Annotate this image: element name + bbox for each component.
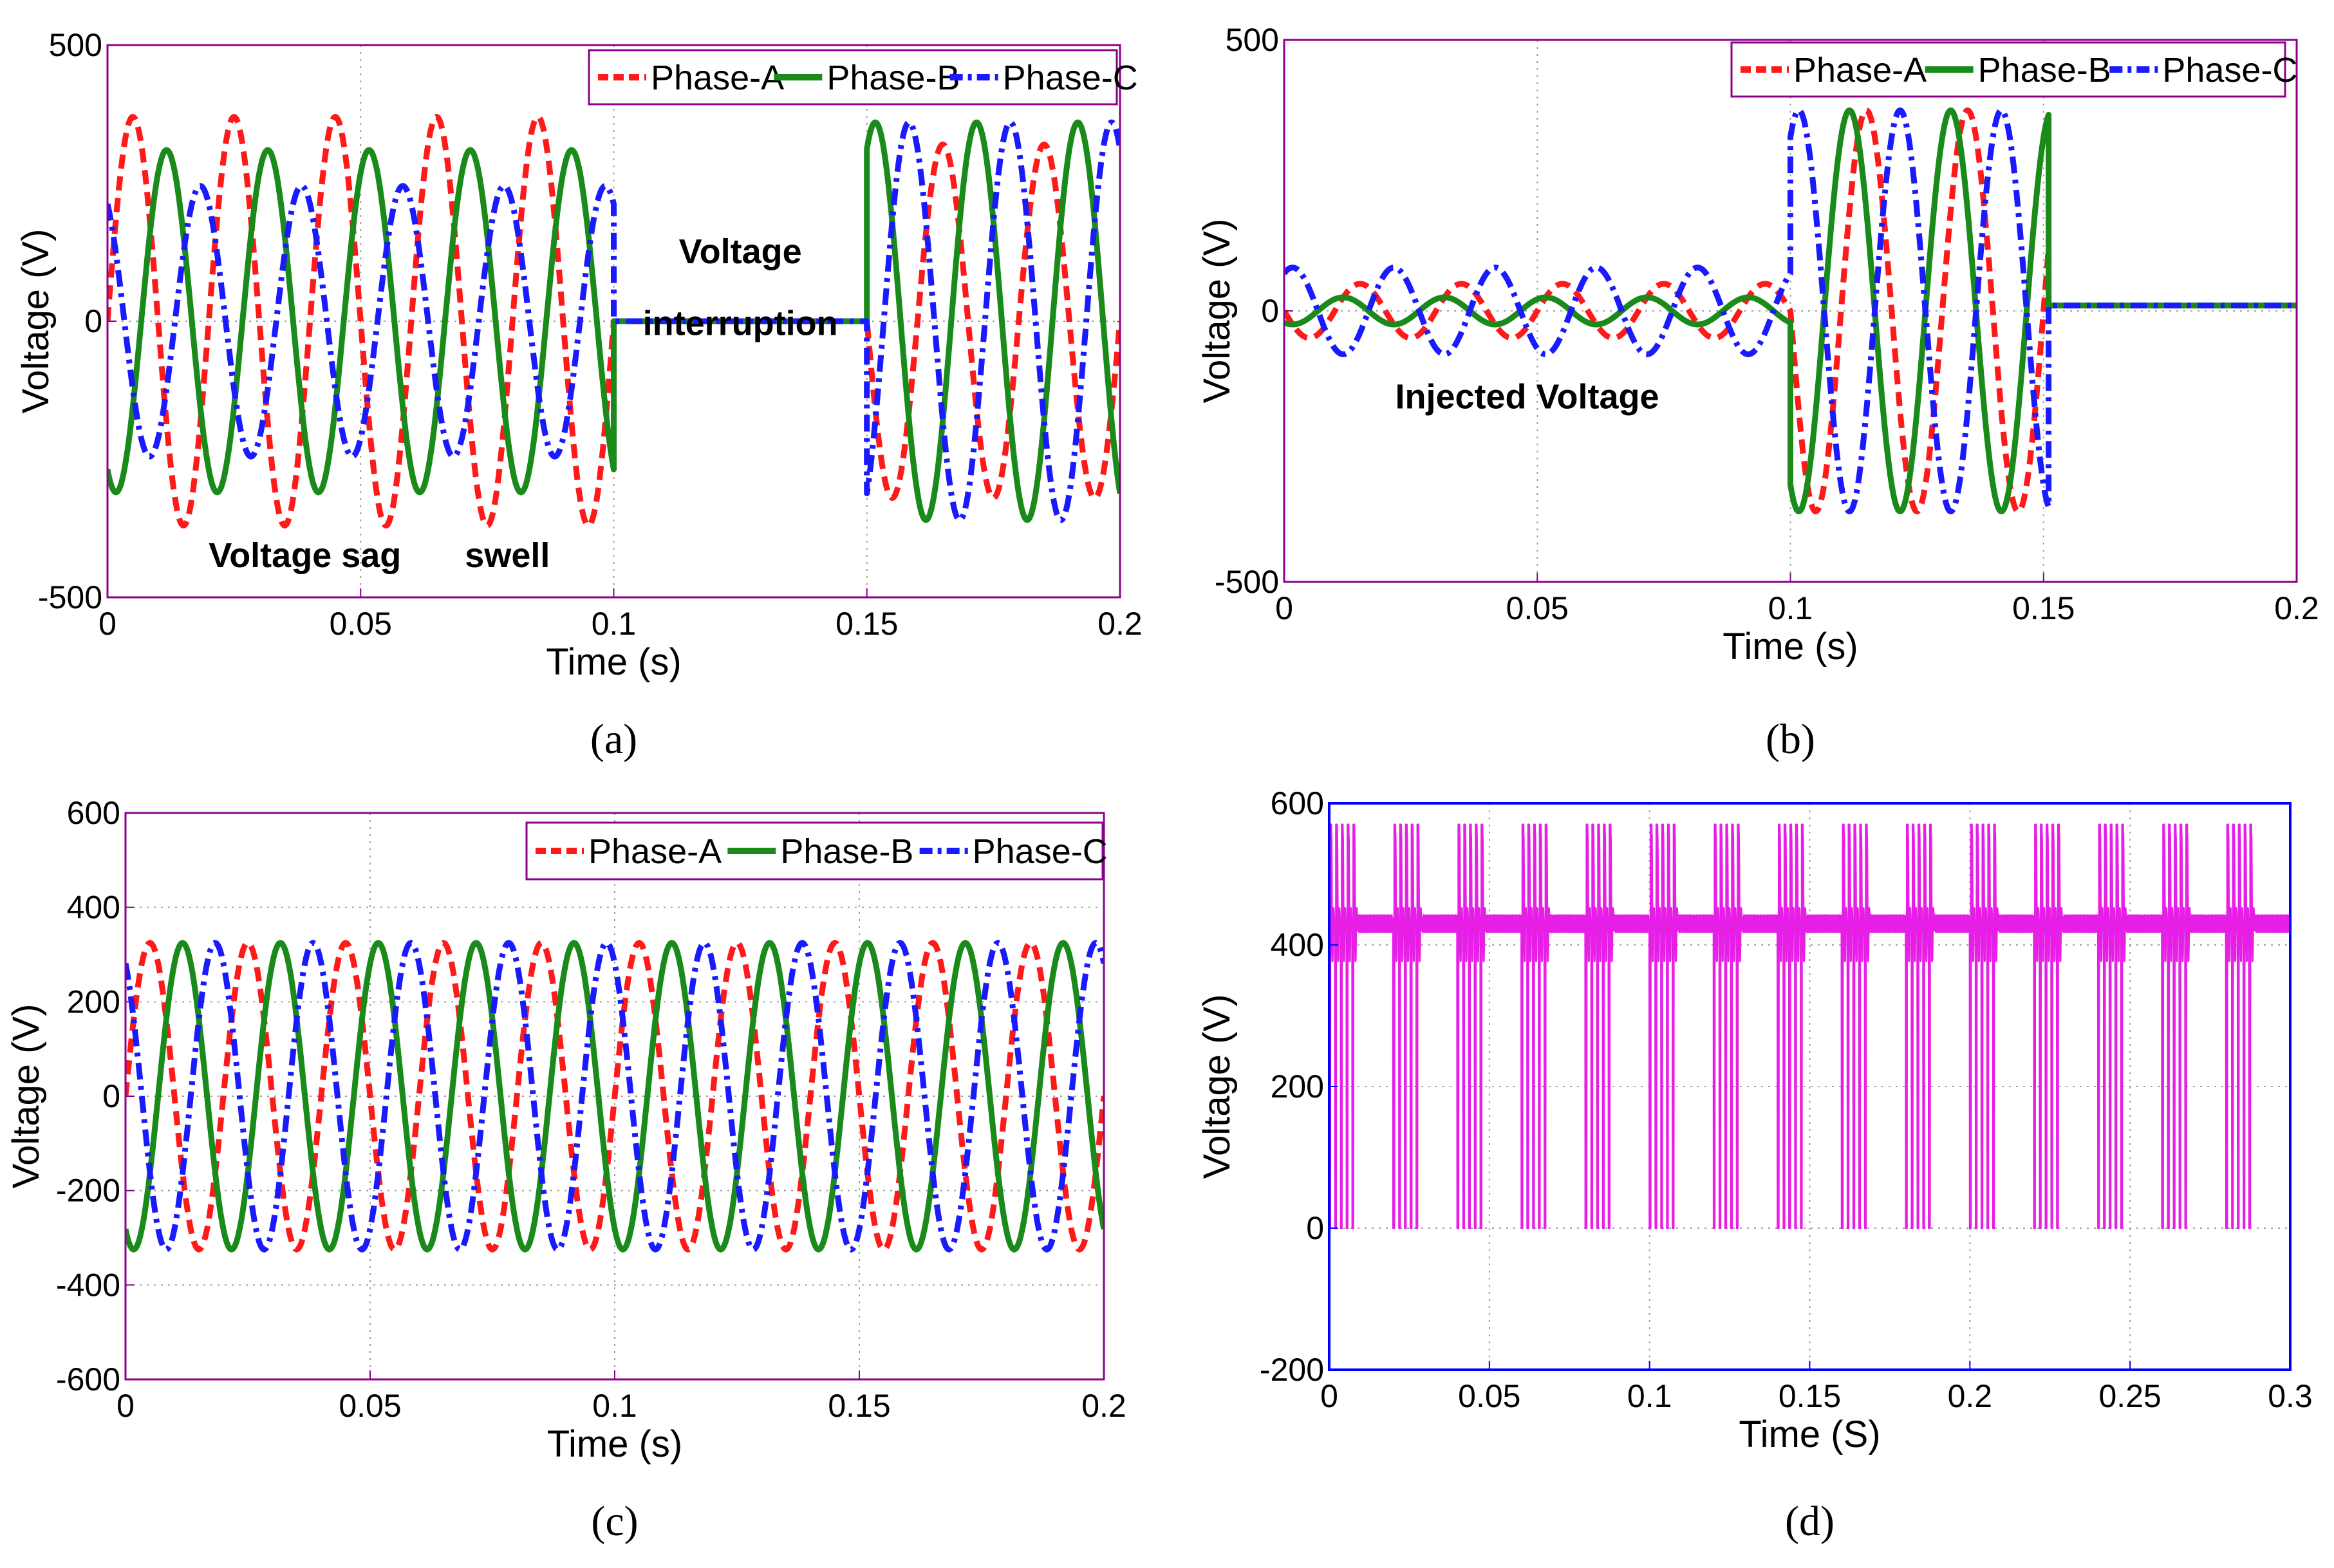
panel-a-y-axis-label: Voltage (V) <box>15 229 57 414</box>
y-tick-label: 200 <box>67 984 120 1020</box>
panel-b-legend: Phase-A Phase-B Phase-C <box>1730 41 2297 98</box>
panel-a-plot-area <box>107 114 1120 528</box>
legend-label-phase-a: Phase-A <box>588 832 722 871</box>
legend-label-phase-c: Phase-C <box>973 832 1108 871</box>
panel-d-grid <box>1329 803 2290 1370</box>
panel-c-x-axis-label: Time (s) <box>547 1423 682 1465</box>
annotation-label: swell <box>465 536 550 575</box>
y-tick-label: 0 <box>102 1078 120 1114</box>
panel-c-caption: (c) <box>591 1498 638 1545</box>
panel-a-caption: (a) <box>590 716 637 763</box>
x-tick-label: 0.2 <box>1948 1378 1993 1414</box>
legend-label-phase-b: Phase-B <box>826 59 960 97</box>
panel-a-x-axis-label: Time (s) <box>546 641 681 683</box>
series-line-phase-c <box>107 119 1120 523</box>
x-tick-label: 0.15 <box>836 606 898 642</box>
y-tick-label: 0 <box>84 303 102 339</box>
panel-c-legend: Phase-A Phase-B Phase-C <box>525 821 1108 881</box>
x-tick-label: 0.2 <box>1097 606 1143 642</box>
legend-label-phase-c: Phase-C <box>1003 59 1138 97</box>
x-tick-label: 0.1 <box>1768 590 1813 626</box>
panel-a-x-ticks: 0 0.05 0.1 0.15 0.2 <box>98 588 1143 642</box>
panel-a-y-ticks: 500 0 -500 <box>38 27 117 615</box>
x-tick-label: 0 <box>117 1388 135 1424</box>
legend-box <box>588 49 1118 106</box>
panel-a-legend: Phase-A Phase-B Phase-C <box>588 49 1138 106</box>
x-tick-label: 0.25 <box>2099 1378 2161 1414</box>
y-tick-label: 0 <box>1261 293 1279 329</box>
panel-b-y-axis-label: Voltage (V) <box>1196 219 1238 404</box>
y-tick-label: 400 <box>67 890 120 926</box>
x-tick-label: 0.1 <box>592 606 637 642</box>
series-line-phase-a <box>126 940 1104 1253</box>
x-tick-label: 0.3 <box>2268 1378 2313 1414</box>
x-tick-label: 0.1 <box>1627 1378 1672 1414</box>
y-tick-label: 200 <box>1271 1069 1324 1105</box>
panel-d-x-axis-label: Time (S) <box>1739 1414 1880 1455</box>
x-tick-label: 0.05 <box>1458 1378 1520 1414</box>
x-tick-label: 0 <box>1320 1378 1338 1414</box>
y-tick-label: 0 <box>1306 1210 1324 1246</box>
y-tick-label: 600 <box>1271 785 1324 821</box>
legend-label-phase-b: Phase-B <box>1978 51 2111 89</box>
panel-c-chart: 600 400 200 0 -200 -400 -600 0 0.05 0.1 0.15 0.2 T… <box>5 795 1126 1545</box>
y-tick-label: -600 <box>56 1361 120 1397</box>
panel-d-caption: (d) <box>1785 1498 1835 1545</box>
legend-box <box>1730 41 2286 98</box>
x-tick-label: 0.15 <box>828 1388 890 1424</box>
panel-d-x-ticks: 0 0.05 0.1 0.15 0.2 0.25 0.3 <box>1320 1361 2313 1414</box>
panel-c-y-ticks: 600 400 200 0 -200 -400 -600 <box>56 795 135 1397</box>
x-tick-label: 0 <box>98 606 117 642</box>
y-tick-label: 400 <box>1271 927 1324 963</box>
x-tick-label: 0.2 <box>2274 590 2319 626</box>
x-tick-label: 0.15 <box>2012 590 2075 626</box>
y-tick-label: -500 <box>1215 564 1279 600</box>
panel-d-plot-area <box>1329 823 2290 1229</box>
y-tick-label: 600 <box>67 795 120 831</box>
legend-label-phase-a: Phase-A <box>651 59 784 97</box>
panel-c-x-ticks: 0 0.05 0.1 0.15 0.2 <box>117 1370 1126 1424</box>
panel-c-plot-area <box>126 940 1104 1253</box>
panel-d-y-axis-label: Voltage (V) <box>1196 994 1238 1179</box>
y-tick-label: -500 <box>38 579 102 615</box>
y-tick-label: -200 <box>1260 1352 1324 1388</box>
panel-b-y-ticks: 500 0 -500 <box>1215 22 1293 600</box>
annotation-label: Voltage <box>679 232 802 271</box>
x-tick-label: 0.1 <box>592 1388 637 1424</box>
y-tick-label: 500 <box>1226 22 1279 58</box>
legend-label-phase-a: Phase-A <box>1793 51 1927 89</box>
series-line-phase-b <box>126 940 1104 1253</box>
panel-a-annotations: Voltage sag swell Voltage interruption <box>209 232 837 575</box>
annotation-label: Injected Voltage <box>1395 378 1659 416</box>
x-tick-label: 0.05 <box>330 606 392 642</box>
panel-b-plot-area <box>1284 107 2297 514</box>
panel-b-x-axis-label: Time (s) <box>1722 626 1858 667</box>
x-tick-label: 0.15 <box>1779 1378 1841 1414</box>
legend-box <box>525 821 1104 881</box>
y-tick-label: -400 <box>56 1267 120 1303</box>
x-tick-label: 0 <box>1275 590 1293 626</box>
x-tick-label: 0.05 <box>339 1388 401 1424</box>
legend-label-phase-c: Phase-C <box>2162 51 2297 89</box>
series-line-output <box>1329 823 2290 1229</box>
x-tick-label: 0.05 <box>1506 590 1569 626</box>
y-tick-label: 500 <box>49 27 102 63</box>
panel-b-caption: (b) <box>1766 716 1815 763</box>
y-tick-label: -200 <box>56 1173 120 1209</box>
legend-label-phase-b: Phase-B <box>780 832 913 871</box>
x-tick-label: 0.2 <box>1081 1388 1126 1424</box>
panel-c-y-axis-label: Voltage (V) <box>5 1004 47 1189</box>
panel-b-annotations: Injected Voltage <box>1395 378 1659 416</box>
annotation-label: interruption <box>643 304 838 342</box>
series-line-phase-c <box>126 940 1104 1253</box>
panel-b-x-ticks: 0 0.05 0.1 0.15 0.2 <box>1275 573 2319 626</box>
series-line-phase-b <box>107 119 1120 523</box>
series-line-phase-c <box>1284 107 2297 514</box>
annotation-label: Voltage sag <box>209 536 401 575</box>
panel-d-y-ticks: 600 400 200 0 -200 <box>1260 785 1338 1388</box>
